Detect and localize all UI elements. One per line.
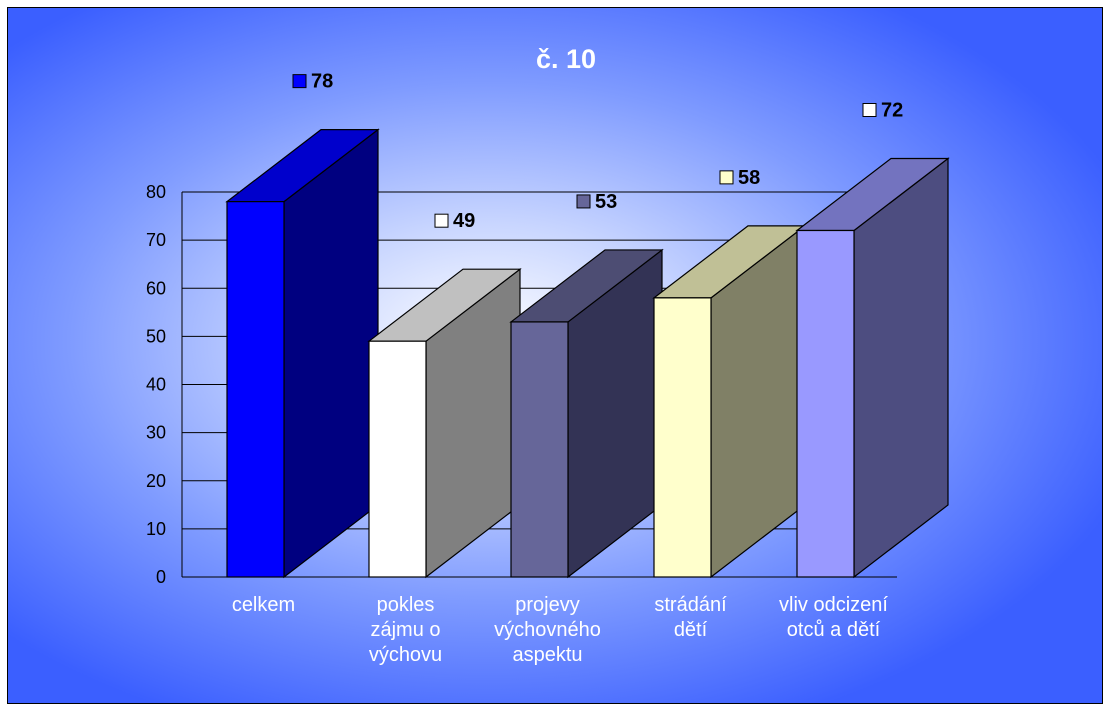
y-tick-label: 80: [146, 182, 166, 202]
data-label: 49: [434, 210, 475, 232]
x-tick-label-line: dětí: [674, 619, 708, 641]
bar-front-face: [510, 321, 569, 578]
data-label-text: 78: [311, 71, 333, 93]
legend-key-swatch: [862, 103, 877, 117]
bar: [652, 224, 807, 579]
x-tick-label-line: výchovného: [494, 619, 601, 641]
x-tick-label: strádání dětí: [654, 594, 727, 641]
y-tick-label: 60: [146, 278, 166, 298]
bars: [225, 128, 950, 579]
y-tick-label: 0: [156, 567, 166, 587]
data-label: 78: [292, 71, 333, 93]
x-tick-label-line: pokles: [377, 594, 435, 616]
data-labels: 78 49 53 58 72: [292, 71, 903, 232]
x-tick-label: vliv odcizení otců a dětí: [779, 594, 888, 641]
y-tick-label: 70: [146, 230, 166, 250]
legend-key-swatch: [292, 74, 307, 89]
y-tick-label: 30: [146, 423, 166, 443]
bar-front-face: [796, 229, 855, 578]
legend-key-swatch: [719, 170, 734, 185]
data-label: 72: [862, 100, 903, 122]
bar: [795, 157, 950, 579]
bar-chart: č. 10 0 10 20 30 40 50 60 70 80 78 49 53 58 72 celke…: [146, 44, 950, 666]
y-axis-ticks: 0 10 20 30 40 50 60 70 80: [146, 182, 166, 587]
y-tick-label: 40: [146, 375, 166, 395]
x-tick-label-line: projevy: [515, 594, 579, 616]
data-label: 53: [576, 191, 617, 213]
chart-frame: č. 10 0 10 20 30 40 50 60 70 80 78 49 53 58 72 celke…: [7, 7, 1103, 704]
bar-front-face: [368, 340, 427, 578]
x-tick-label-line: zájmu o: [370, 619, 440, 641]
x-tick-label-line: otců a dětí: [787, 619, 881, 641]
x-tick-label-line: výchovu: [369, 644, 442, 666]
y-tick-label: 50: [146, 326, 166, 346]
x-tick-label-line: celkem: [232, 594, 295, 616]
data-label-text: 49: [453, 210, 475, 232]
legend-key-swatch: [576, 194, 591, 209]
bar-side-face: [283, 128, 379, 579]
x-tick-label-line: strádání: [654, 594, 727, 616]
bar-front-face: [226, 201, 285, 578]
data-label-text: 72: [881, 100, 903, 122]
x-tick-label: projevy výchovného aspektu: [494, 594, 601, 666]
data-label-text: 58: [738, 167, 760, 189]
bar: [367, 267, 522, 579]
x-tick-label-line: vliv odcizení: [779, 594, 888, 616]
legend-key-swatch: [434, 213, 449, 228]
bar: [225, 128, 380, 579]
chart-title: č. 10: [536, 44, 596, 74]
bar: [509, 248, 664, 579]
data-label: 58: [719, 167, 760, 189]
data-label-text: 53: [595, 191, 617, 213]
x-tick-label: pokles zájmu o výchovu: [369, 594, 442, 666]
x-tick-label-line: aspektu: [512, 644, 582, 666]
y-tick-label: 10: [146, 519, 166, 539]
x-tick-label: celkem: [232, 594, 295, 616]
bar-front-face: [653, 297, 712, 578]
bar-side-face: [853, 157, 949, 579]
category-labels: celkem pokles zájmu o výchovu projevy výchovn…: [232, 594, 889, 666]
y-tick-label: 20: [146, 471, 166, 491]
